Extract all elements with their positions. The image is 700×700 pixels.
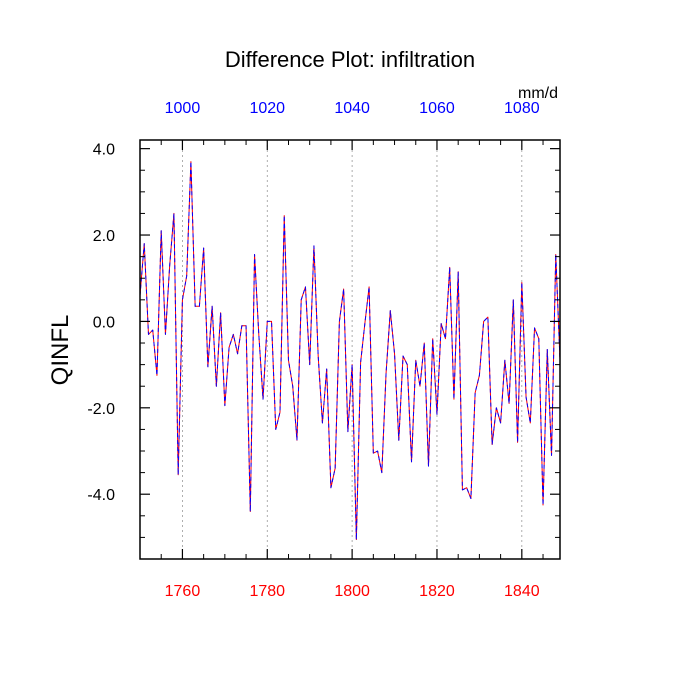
y-tick-label: 0.0 xyxy=(93,314,115,331)
x-tick-label-top: 1020 xyxy=(249,100,285,117)
x-tick-label-bottom: 1820 xyxy=(419,583,455,600)
series-line-2 xyxy=(139,161,561,541)
x-tick-label-top: 1000 xyxy=(165,100,201,117)
y-tick-label: 2.0 xyxy=(93,228,115,245)
y-tick-label: -2.0 xyxy=(87,401,115,418)
x-tick-label-bottom: 1800 xyxy=(334,583,370,600)
plot-frame xyxy=(139,139,561,560)
series-layer xyxy=(139,161,561,541)
x-tick-label-top: 1060 xyxy=(419,100,455,117)
x-tick-label-top: 1080 xyxy=(504,100,540,117)
y-axis-label: QINFL xyxy=(47,315,74,386)
series-line-1 xyxy=(139,161,561,541)
x-tick-label-top: 1040 xyxy=(334,100,370,117)
x-tick-label-bottom: 1760 xyxy=(165,583,201,600)
units-label: mm/d xyxy=(518,85,558,102)
x-tick-label-bottom: 1780 xyxy=(249,583,285,600)
axes-layer: 1760 1780 1800 1820 1840 1000 1020 1040 1060 1080… xyxy=(87,100,560,600)
x-tick-label-bottom: 1840 xyxy=(504,583,540,600)
y-tick-label: -4.0 xyxy=(87,487,115,504)
y-tick-label: 4.0 xyxy=(93,142,115,159)
chart-title: Difference Plot: infiltration xyxy=(225,47,475,72)
